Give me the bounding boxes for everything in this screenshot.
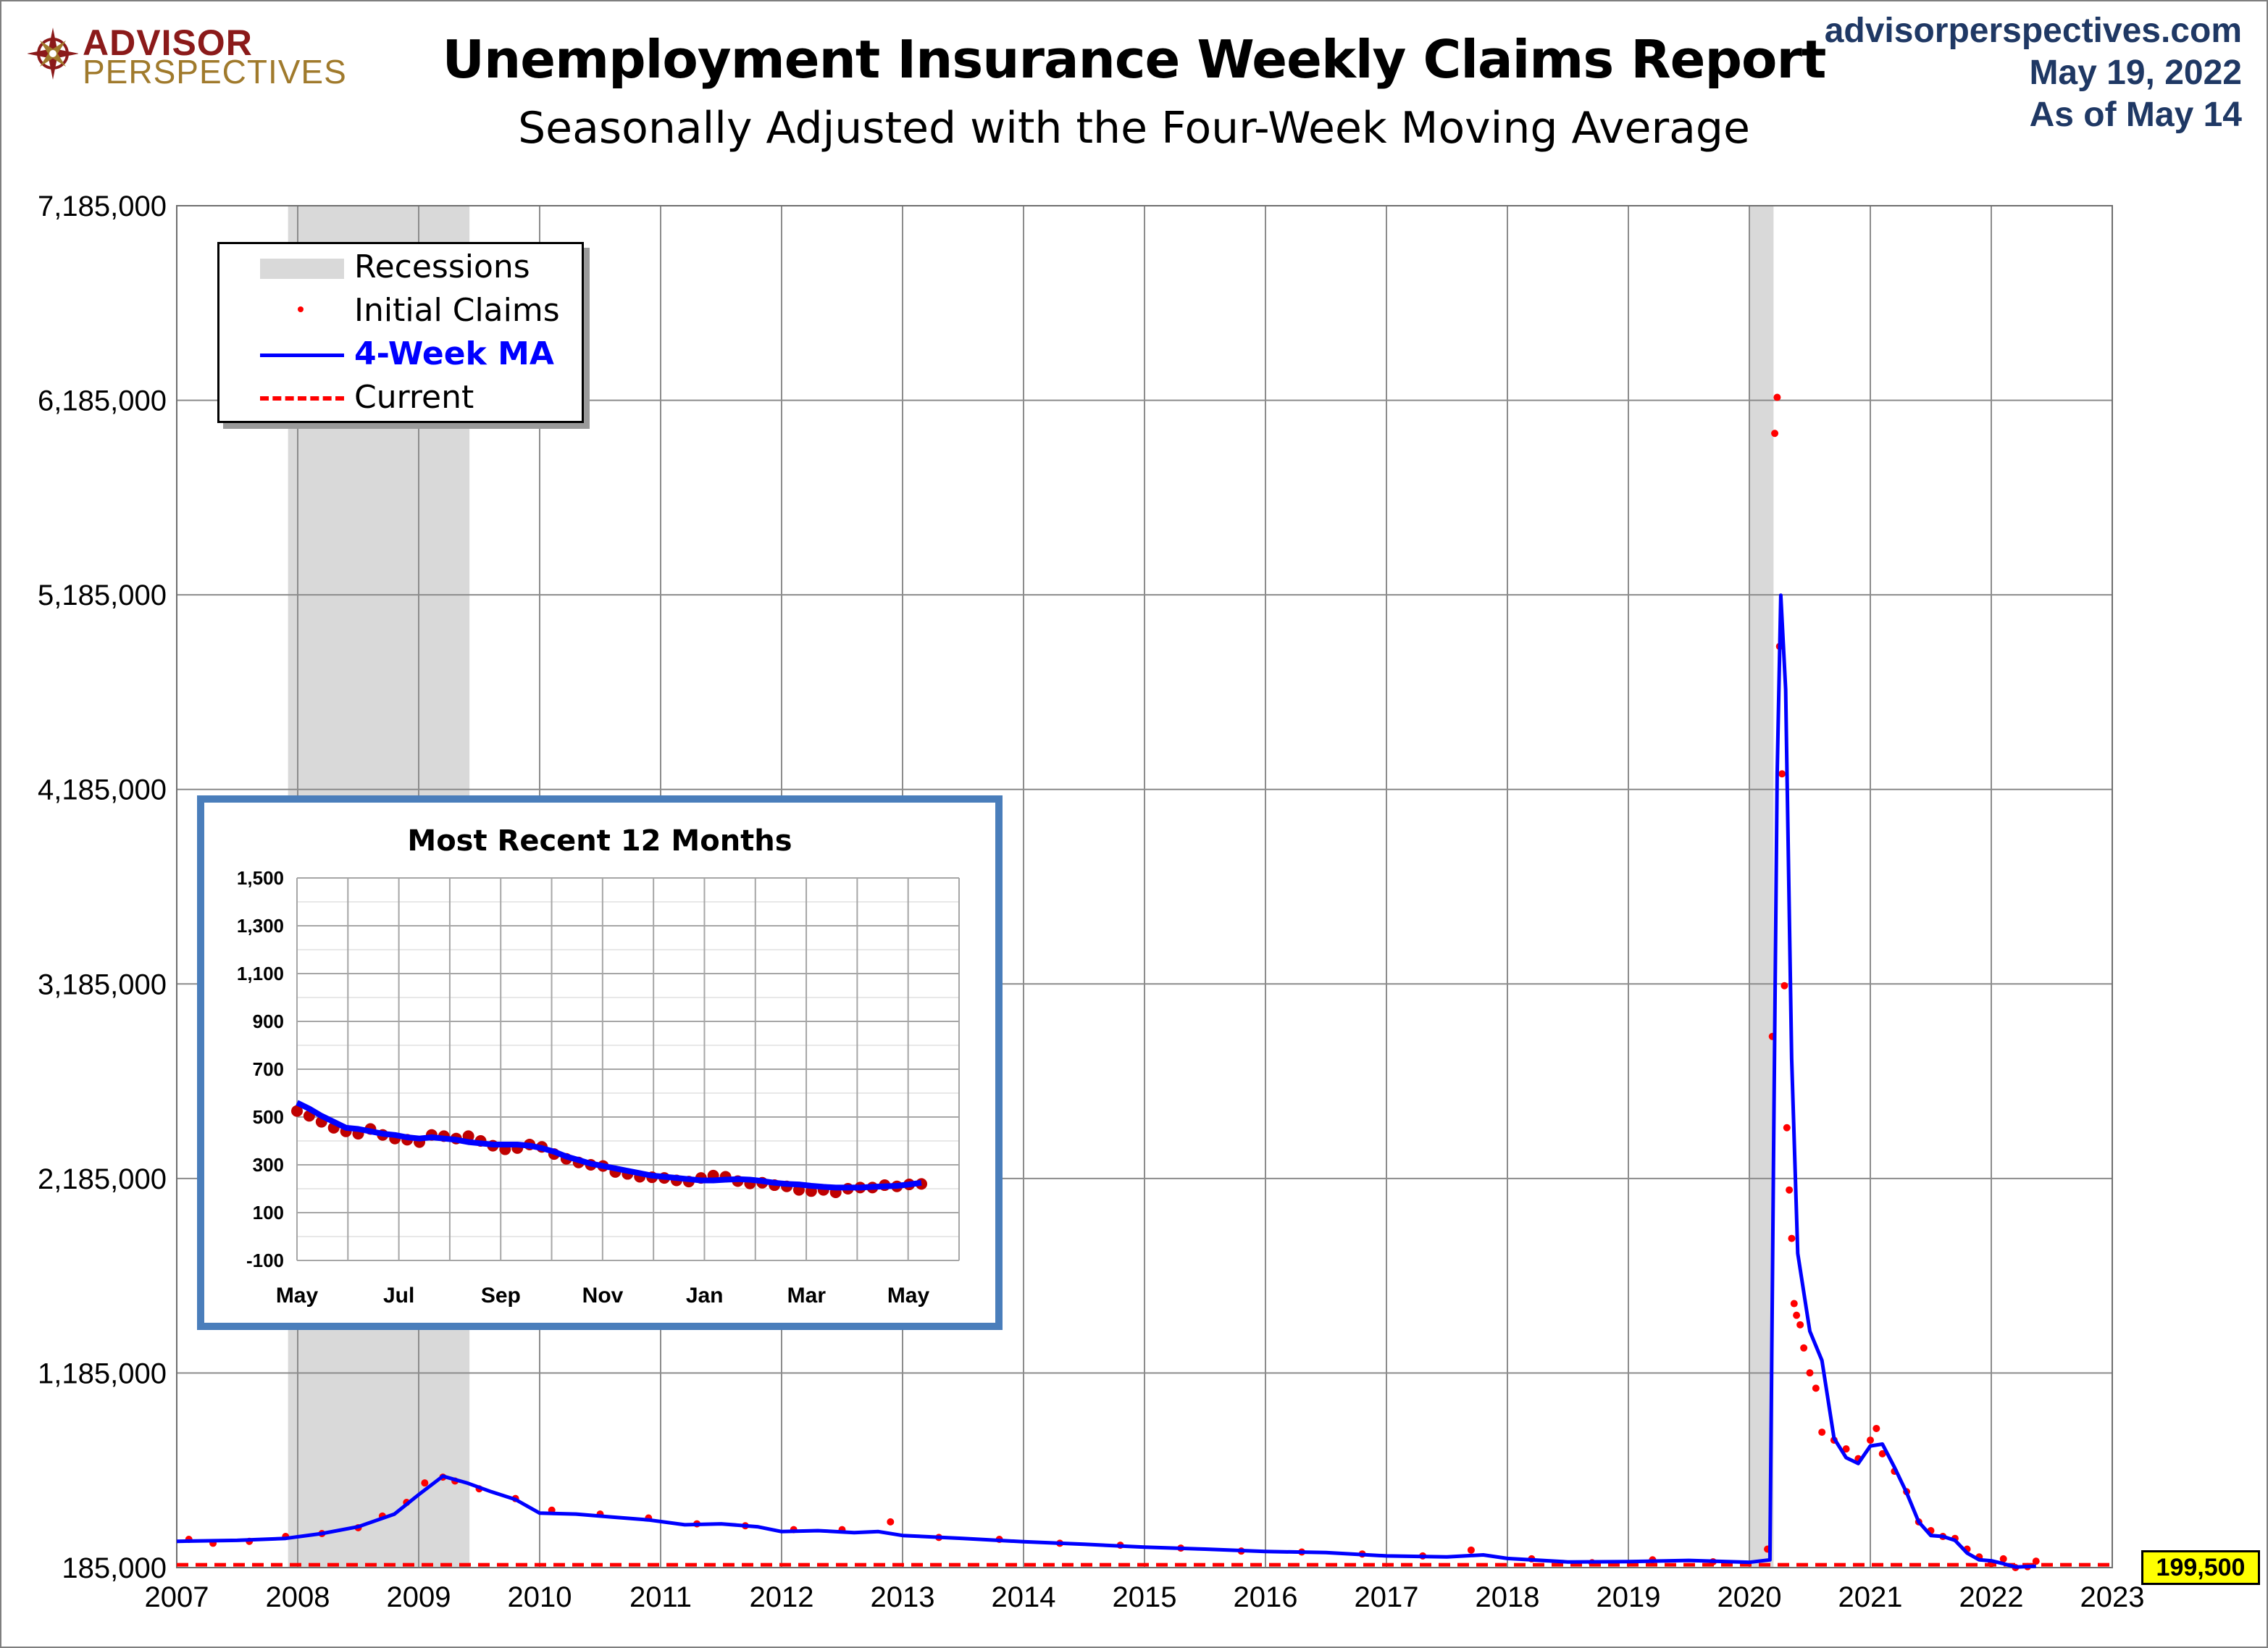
inset-y-tick-label: 300 (253, 1154, 284, 1176)
inset-x-tick-label: Jan (686, 1284, 724, 1308)
initial-claims-point (1771, 430, 1779, 438)
initial-claims-point (1773, 393, 1781, 401)
inset-x-tick-label: Sep (481, 1284, 521, 1308)
x-tick-label: 2009 (387, 1581, 451, 1613)
inset-title: Most Recent 12 Months (407, 824, 792, 858)
x-tick-label: 2020 (1717, 1581, 1782, 1613)
legend-item-4-week-ma: 4-Week MA (260, 334, 579, 375)
y-tick-label: 7,185,000 (38, 191, 167, 222)
x-tick-label: 2015 (1113, 1581, 1177, 1613)
initial-claims-point (1878, 1450, 1886, 1457)
legend-swatch-recessions (260, 247, 344, 288)
legend-swatch-current (260, 377, 344, 418)
initial-claims-point (1796, 1321, 1804, 1329)
initial-claims-point (1818, 1429, 1826, 1436)
x-tick-label: 2018 (1476, 1581, 1540, 1613)
legend-item-current: Current (260, 377, 579, 418)
legend: Recessions Initial Claims 4-Week MA Curr… (217, 242, 584, 423)
x-tick-label: 2011 (629, 1581, 692, 1613)
x-tick-label: 2021 (1838, 1581, 1903, 1613)
inset-x-tick-label: May (276, 1284, 319, 1308)
chart-subtitle: Seasonally Adjusted with the Four-Week M… (518, 103, 1750, 154)
y-tick-label: 185,000 (62, 1552, 167, 1584)
legend-label-4-week-ma: 4-Week MA (354, 335, 554, 372)
inset-y-tick-label: 700 (253, 1058, 284, 1080)
legend-swatch-initial-claims (260, 290, 344, 331)
x-tick-label: 2022 (1959, 1581, 2024, 1613)
plot-area-border (176, 205, 2113, 1568)
inset-x-tick-label: May (887, 1284, 930, 1308)
inset-y-tick-label: 500 (253, 1106, 284, 1128)
y-tick-label: 5,185,000 (38, 580, 167, 611)
initial-claims-point (1800, 1344, 1808, 1352)
recession-band-1 (1749, 206, 1774, 1568)
initial-claims-point (1867, 1436, 1874, 1444)
initial-claims-point (1812, 1384, 1820, 1392)
compass-rose-icon (28, 28, 78, 80)
inset-y-tick-label: -100 (246, 1250, 284, 1271)
y-tick-label: 3,185,000 (38, 969, 167, 1000)
inset-y-tick-label: 1,100 (237, 963, 284, 984)
legend-swatch-4-week-ma (260, 334, 344, 375)
as-of-date: As of May 14 (2029, 96, 2242, 134)
inset-x-tick-label: Mar (787, 1284, 827, 1308)
initial-claims-point (2032, 1557, 2040, 1565)
initial-claims-point (1793, 1311, 1801, 1319)
logo-text-perspectives: PERSPECTIVES (83, 53, 347, 91)
y-tick-label: 1,185,000 (38, 1358, 167, 1389)
initial-claims-point (1783, 1124, 1791, 1132)
inset-ma-line (296, 1100, 922, 1191)
inset-x-tick-label: Nov (582, 1284, 624, 1308)
initial-claims-point (1778, 770, 1786, 778)
legend-item-initial-claims: Initial Claims (260, 290, 579, 331)
logo-text-advisor: ADVISOR (83, 22, 253, 63)
inset-claims-point (291, 1105, 303, 1117)
x-tick-label: 2012 (750, 1581, 814, 1613)
x-tick-label: 2016 (1234, 1581, 1298, 1613)
current-value-badge: 199,500 (2141, 1550, 2260, 1585)
initial-claims-point (1999, 1555, 2007, 1563)
initial-claims-point (1842, 1445, 1850, 1453)
initial-claims-point (421, 1479, 429, 1487)
initial-claims-point (1806, 1369, 1814, 1377)
source-info: advisorperspectives.com May 19, 2022 As … (1825, 10, 2242, 136)
x-tick-label: 2017 (1355, 1581, 1419, 1613)
initial-claims-point (887, 1518, 895, 1526)
ma-line (176, 593, 2036, 1569)
inset-y-tick-label: 100 (253, 1202, 284, 1224)
x-tick-label: 2010 (508, 1581, 572, 1613)
x-tick-label: 2013 (871, 1581, 935, 1613)
site-url[interactable]: advisorperspectives.com (1824, 12, 2242, 50)
y-tick-label: 6,185,000 (38, 385, 167, 417)
legend-item-recessions: Recessions (260, 247, 579, 288)
initial-claims-point (1790, 1300, 1798, 1308)
chart-title: Unemployment Insurance Weekly Claims Rep… (442, 29, 1827, 90)
initial-claims-point (1872, 1424, 1880, 1432)
initial-claims-point (1467, 1546, 1475, 1554)
initial-claims-point (1780, 982, 1788, 990)
x-tick-label: 2023 (2080, 1581, 2145, 1613)
inset-y-tick-label: 900 (253, 1011, 284, 1032)
inset-x-tick-label: Jul (383, 1284, 414, 1308)
x-tick-label: 2007 (145, 1581, 209, 1613)
y-tick-label: 4,185,000 (38, 774, 167, 806)
initial-claims-point (1788, 1234, 1796, 1242)
inset-chart-recent-12-months: Most Recent 12 Months 1,500 1,300 1,100 900… (197, 795, 1003, 1330)
inset-y-tick-label: 1,500 (237, 867, 284, 889)
x-tick-label: 2019 (1597, 1581, 1661, 1613)
inset-y-tick-label: 1,300 (237, 915, 284, 937)
inset-plot: 1,500 1,300 1,100 900 700 500 300 100 -100 May Ju… (237, 867, 960, 1308)
report-date: May 19, 2022 (2029, 54, 2242, 92)
legend-label-current: Current (354, 379, 474, 416)
initial-claims-point (1786, 1186, 1794, 1194)
x-tick-label: 2008 (266, 1581, 330, 1613)
legend-label-recessions: Recessions (354, 248, 530, 285)
x-tick-label: 2014 (992, 1581, 1056, 1613)
legend-label-initial-claims: Initial Claims (354, 292, 560, 329)
y-tick-label: 2,185,000 (38, 1163, 167, 1195)
